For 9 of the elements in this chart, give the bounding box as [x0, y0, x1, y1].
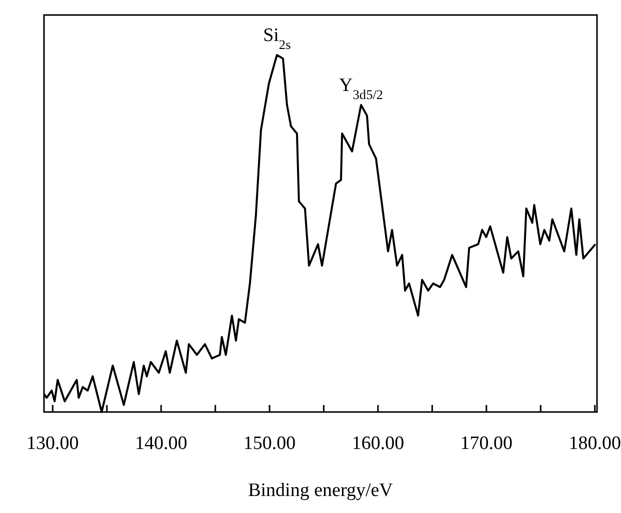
annotation: Y$_{3d5/2}$: [339, 74, 384, 102]
x-tick-label: 170.00: [460, 433, 513, 454]
x-tick-label: 140.00: [134, 433, 188, 454]
x-tick-label: 180.00: [568, 433, 621, 454]
x-tick-label: 130.00: [26, 433, 79, 454]
x-tick-label: 150.00: [243, 433, 296, 454]
x-tick-label: 160.00: [352, 433, 404, 454]
x-axis-title: Binding energy/eV: [248, 480, 394, 501]
annotation: Si$_{2s}$: [263, 25, 291, 52]
